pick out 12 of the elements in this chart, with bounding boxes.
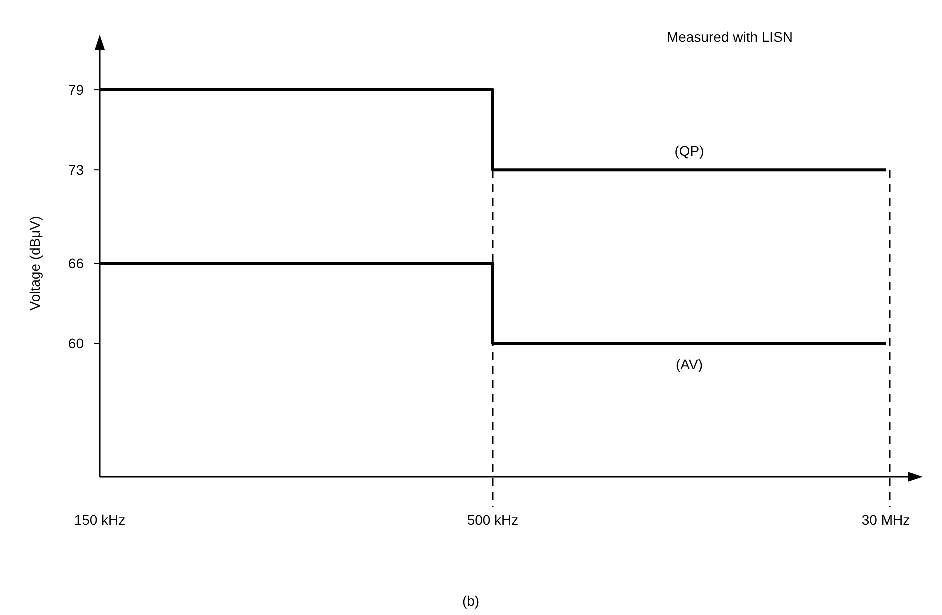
y-tick-label: 60 (68, 336, 84, 352)
y-axis-title: Voltage (dBμV) (27, 216, 43, 311)
series-label: (QP) (674, 143, 704, 160)
text: (b) (462, 593, 480, 609)
x-tick-label: 30 MHz (862, 512, 910, 528)
series-label: (AV) (676, 356, 703, 373)
y-tick-label: 79 (68, 82, 84, 98)
y-tick-label: 66 (68, 256, 84, 272)
y-tick-label: 73 (68, 162, 84, 178)
x-tick-label: 150 kHz (74, 512, 126, 528)
x-tick-label: 500 kHz (467, 512, 519, 528)
text: Measured with LISN (666, 29, 794, 45)
